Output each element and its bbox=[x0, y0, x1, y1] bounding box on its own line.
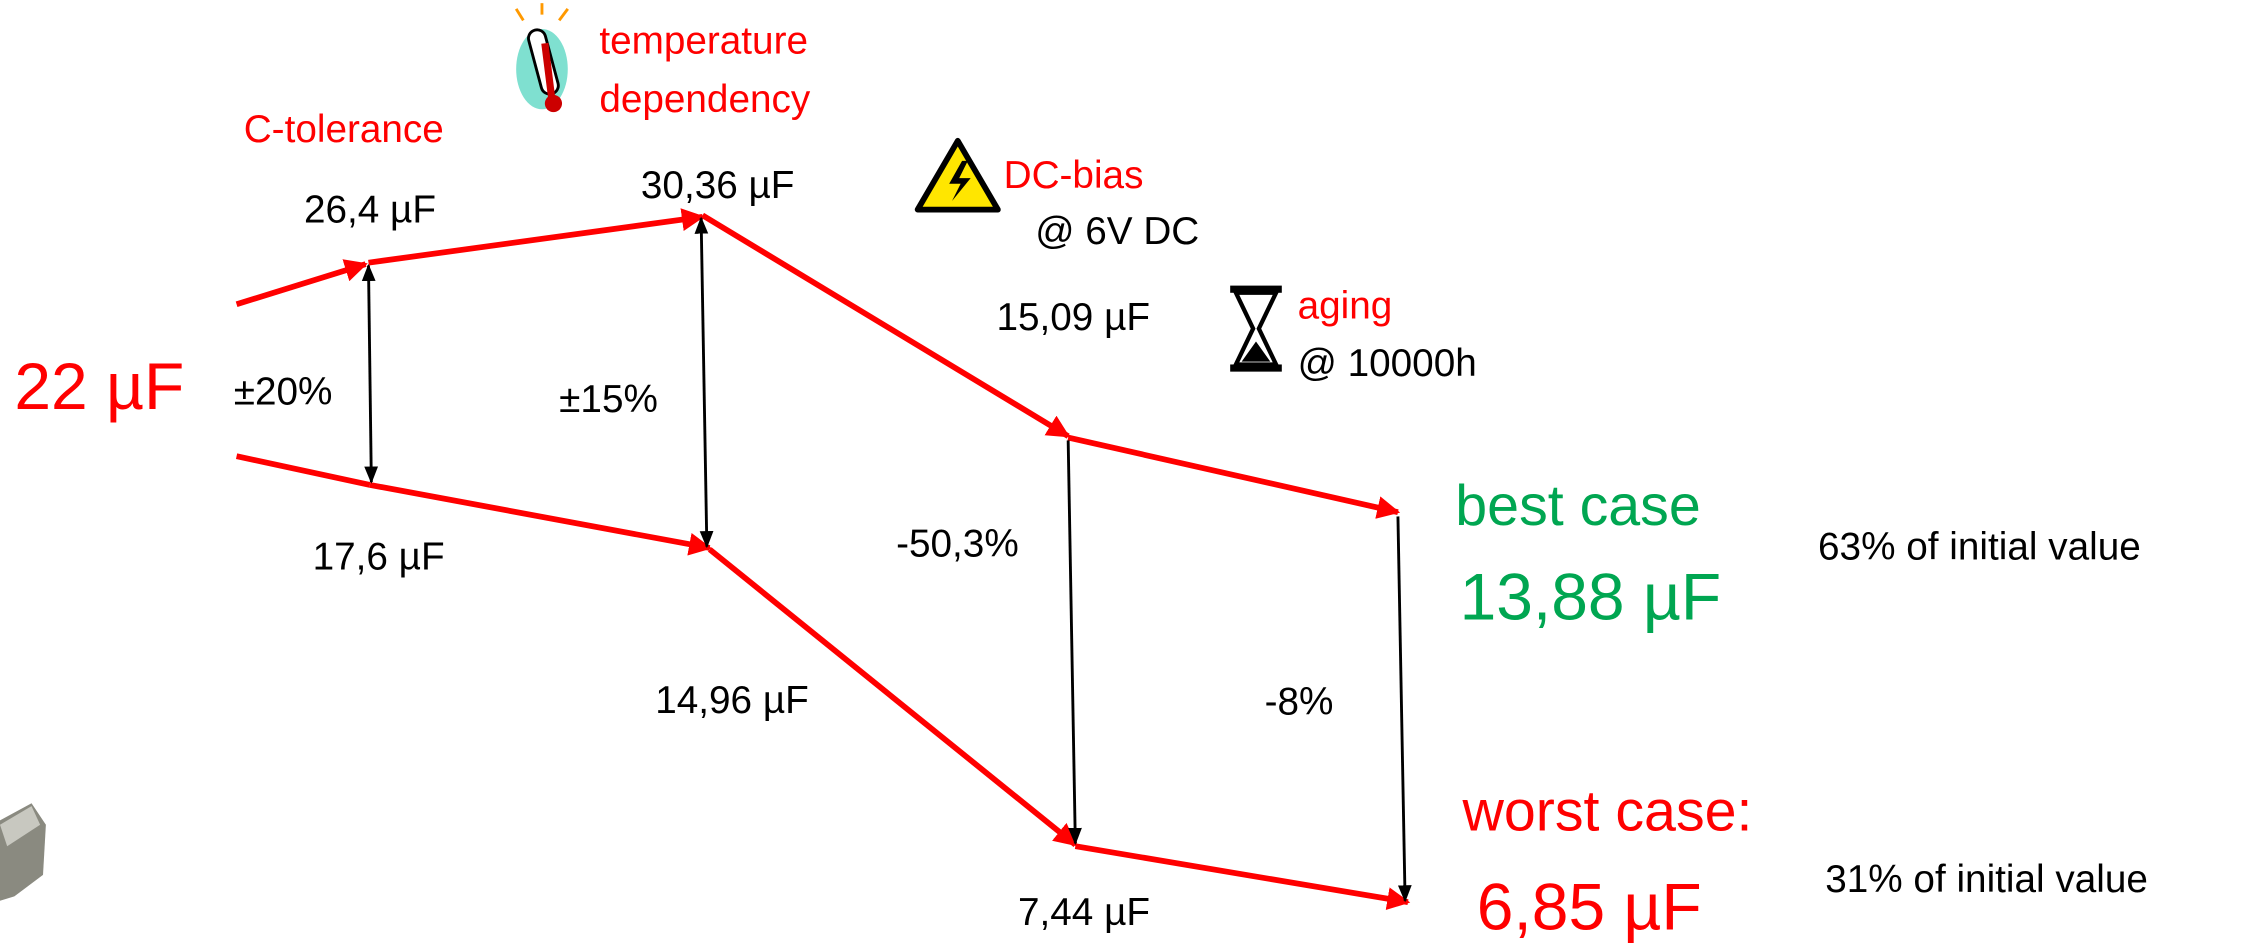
upper-path bbox=[237, 215, 1398, 512]
result-value: 6,85 µF bbox=[1477, 869, 1702, 943]
result-note: 31% of initial value bbox=[1825, 858, 2148, 901]
change-range: -50,3% bbox=[896, 523, 1019, 566]
step-title: C-tolerance bbox=[244, 108, 444, 151]
diagram: 22 µF ±20% C-tolerance 26,4 µF 17,6 µF t… bbox=[0, 0, 2241, 944]
result-label: worst case: bbox=[1461, 779, 1752, 843]
step-title: aging bbox=[1298, 285, 1393, 328]
lower-value: 14,96 µF bbox=[655, 679, 809, 722]
initial-value: 22 µF bbox=[14, 349, 184, 423]
result-note: 63% of initial value bbox=[1818, 525, 2141, 568]
lower-value: 17,6 µF bbox=[313, 535, 445, 578]
tolerance-range: ±20% bbox=[234, 371, 333, 414]
warning-icon bbox=[918, 141, 998, 210]
result-value: 13,88 µF bbox=[1460, 560, 1722, 634]
upper-value: 26,4 µF bbox=[304, 189, 436, 232]
upper-value: 30,36 µF bbox=[641, 164, 795, 207]
result-label: best case bbox=[1455, 474, 1700, 538]
change-range: -8% bbox=[1265, 680, 1334, 723]
step-title: temperature bbox=[599, 19, 808, 62]
step-condition: @ 10000h bbox=[1298, 342, 1477, 385]
thermometer-icon bbox=[516, 3, 568, 112]
upper-value: 15,09 µF bbox=[996, 296, 1150, 339]
lower-value: 7,44 µF bbox=[1018, 891, 1150, 934]
hourglass-icon bbox=[1230, 286, 1282, 372]
step-title: DC-bias bbox=[1004, 154, 1144, 197]
lower-path bbox=[237, 456, 1408, 902]
change-range: ±15% bbox=[559, 378, 658, 421]
step-condition: @ 6V DC bbox=[1035, 210, 1199, 253]
step-title: dependency bbox=[599, 78, 811, 121]
